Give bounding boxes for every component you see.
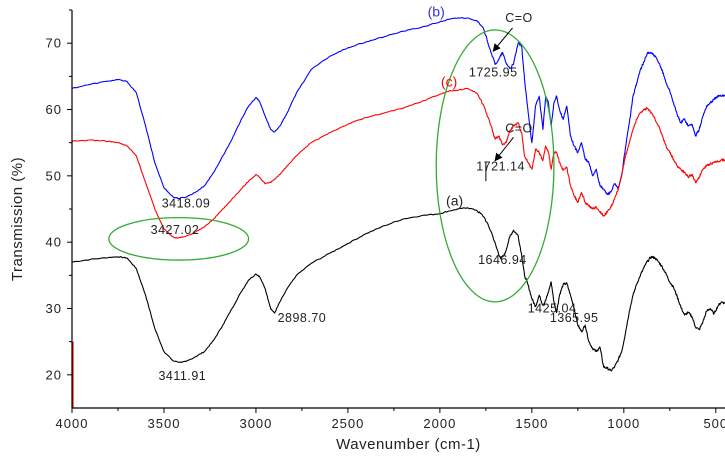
annotation-arrow-2 (494, 137, 514, 162)
series-line-c (72, 87, 725, 239)
series-label-c: (c) (441, 73, 457, 89)
highlight-ellipse-2 (435, 29, 555, 303)
annotations: (a) (b) (c) 3411.91 2898.70 3418.09 3427.02 172… (151, 4, 599, 384)
y-tick-label: 30 (46, 301, 62, 316)
x-tick-label: 3000 (239, 416, 272, 431)
y-tick-label: 50 (46, 168, 62, 183)
co-label: C=O (505, 122, 533, 136)
x-tick-label: 500 (703, 416, 725, 431)
highlight-ellipse-1 (108, 216, 250, 261)
series-line-b (72, 17, 725, 200)
x-tick-label: 2000 (423, 416, 456, 431)
x-tick-label: 3500 (148, 416, 181, 431)
x-tick-label: 4000 (56, 416, 89, 431)
y-tick-label: 40 (46, 235, 62, 250)
x-tick-label: 1500 (515, 416, 548, 431)
peak-label: 1365.95 (550, 311, 599, 325)
series-label-a: (a) (446, 193, 463, 209)
x-tick-label: 1000 (607, 416, 640, 431)
peak-label: 1425.04 (528, 301, 577, 315)
peak-label: 3418.09 (162, 197, 211, 211)
plot-area (72, 17, 725, 408)
series-label-b: (b) (428, 4, 445, 20)
y-axis-title: Transmission (%) (9, 157, 26, 281)
series-line-a (72, 207, 725, 372)
peak-label: 3411.91 (158, 369, 206, 383)
peak-label: 1721.14 (476, 160, 525, 174)
axes: 20 30 40 50 60 70 4000 3500 3000 2500 2000 1500 1000… (46, 9, 725, 431)
y-tick-label: 70 (46, 36, 62, 51)
peak-label: 1646.94 (478, 253, 527, 267)
y-tick-label: 60 (46, 102, 62, 117)
peak-label: 1725.95 (469, 65, 518, 79)
x-tick-label: 2500 (331, 416, 364, 431)
annotation-arrow-1 (492, 27, 513, 52)
co-label: C=O (505, 11, 533, 25)
peak-label: 2898.70 (278, 311, 327, 325)
y-tick-label: 20 (46, 367, 62, 382)
peak-label: 3427.02 (151, 223, 200, 237)
series-group (72, 17, 725, 372)
x-axis-title: Wavenumber (cm-1) (336, 436, 481, 453)
